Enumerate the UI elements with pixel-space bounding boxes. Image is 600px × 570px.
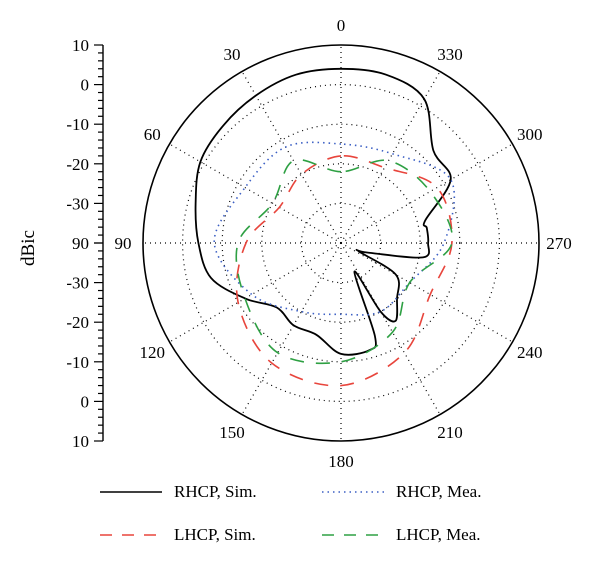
grid-spoke: [241, 242, 342, 415]
legend-item-rhcp-sim: RHCP, Sim.: [100, 482, 257, 502]
grid-spoke: [169, 242, 342, 343]
angle-label: 0: [337, 16, 346, 35]
legend-swatch-rhcp-sim: [100, 491, 162, 493]
angle-label: 180: [328, 452, 354, 471]
grid-spoke: [340, 143, 513, 244]
legend-item-lhcp-mea: LHCP, Mea.: [322, 525, 481, 545]
grid-spoke: [340, 71, 441, 244]
series-layer: [194, 67, 456, 387]
axis-tick-label: -20: [66, 155, 89, 174]
outer-ring: [142, 44, 540, 442]
angle-label: 60: [144, 125, 161, 144]
axis-center-label: 90: [72, 234, 89, 253]
axis-tick-label: 10: [72, 432, 89, 451]
legend-swatch-lhcp-sim: [100, 534, 162, 536]
angle-label: 150: [219, 423, 245, 442]
outer-circle: [142, 44, 540, 442]
grid-spoke: [241, 71, 342, 244]
angle-label: 300: [517, 125, 543, 144]
legend-label-rhcp-mea: RHCP, Mea.: [396, 482, 482, 501]
angle-label: 90: [115, 234, 132, 253]
angle-label: 120: [139, 343, 165, 362]
y-axis-label: dBic: [18, 230, 39, 266]
angle-label: 330: [437, 45, 463, 64]
axis-tick-label: -10: [66, 353, 89, 372]
legend-label-lhcp-mea: LHCP, Mea.: [396, 525, 481, 544]
axis-tick-label: -20: [66, 313, 89, 332]
axis-tick-label: -10: [66, 115, 89, 134]
axis-tick-label: -30: [66, 194, 89, 213]
series-line-rhcp-mea: [213, 141, 456, 316]
radial-axis: 90 10 10 0 0 -10 -10 -20 -20 -30 -30: [66, 36, 104, 451]
legend-swatch-rhcp-mea: [322, 491, 384, 493]
axis-tick-label: 0: [81, 392, 90, 411]
grid-circle: [182, 84, 500, 402]
axis-tick-label: 0: [81, 76, 90, 95]
axis-tick-label: -30: [66, 274, 89, 293]
grid-spoke: [340, 242, 513, 343]
angle-label: 30: [224, 45, 241, 64]
legend-swatch-lhcp-mea: [322, 534, 384, 536]
angle-label: 210: [437, 423, 463, 442]
legend-label-lhcp-sim: LHCP, Sim.: [174, 525, 256, 544]
axis-tick-label: 10: [72, 36, 89, 55]
series-line-lhcp-sim: [235, 155, 453, 387]
series-line-lhcp-mea: [235, 158, 454, 365]
legend-item-rhcp-mea: RHCP, Mea.: [322, 482, 481, 502]
legend-label-rhcp-sim: RHCP, Sim.: [174, 482, 257, 501]
grid-spoke: [340, 242, 441, 415]
series-line-rhcp-sim: [194, 67, 452, 356]
legend-item-lhcp-sim: LHCP, Sim.: [100, 525, 256, 545]
angle-labels: 0 30 60 90 120 150 180 210 240 270 300 330: [115, 16, 572, 471]
grid-circle: [221, 123, 461, 363]
grid-circle: [261, 163, 421, 323]
legend: RHCP, Sim. RHCP, Mea. LHCP, Sim. LHCP, M…: [100, 482, 520, 562]
polar-grid: [143, 45, 539, 441]
angle-label: 270: [546, 234, 572, 253]
angle-label: 240: [517, 343, 543, 362]
